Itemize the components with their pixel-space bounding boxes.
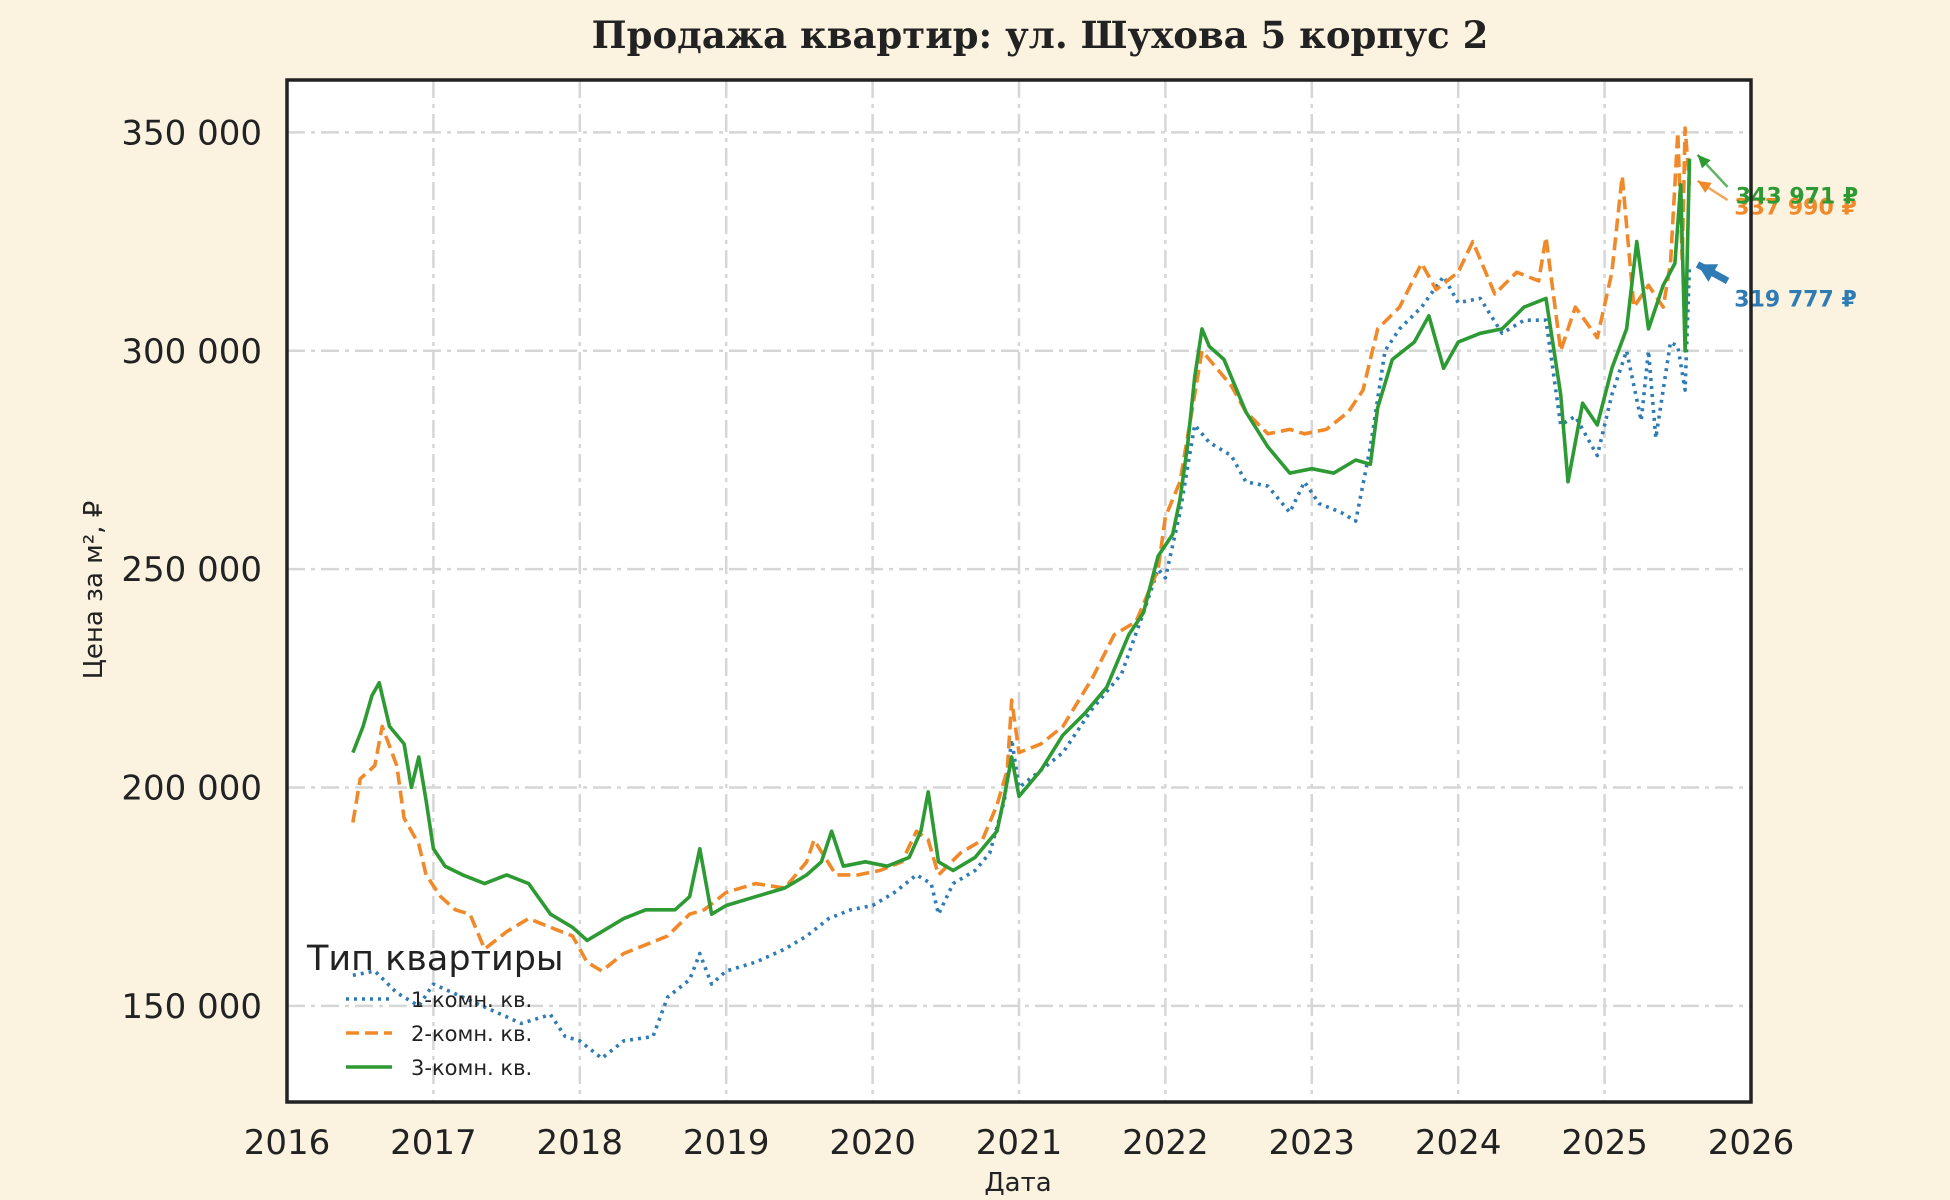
y-tick-label: 150 000 bbox=[121, 987, 262, 1027]
chart-title: Продажа квартир: ул. Шухова 5 корпус 2 bbox=[592, 13, 1489, 57]
annotation-arrowhead bbox=[1697, 180, 1712, 193]
legend: Тип квартиры 1-комн. кв. 2-комн. кв. 3-ком… bbox=[306, 939, 564, 1080]
y-axis-ticks: 150 000 200 000 250 000 300 000 350 000 bbox=[121, 113, 262, 1027]
annotation-label: 343 971 ₽ bbox=[1736, 185, 1858, 210]
annotation-label: 337 990 ₽ bbox=[1734, 196, 1856, 221]
x-tick-label: 2026 bbox=[1708, 1123, 1795, 1163]
y-tick-label: 200 000 bbox=[121, 769, 262, 809]
legend-item: 2-комн. кв. bbox=[411, 1022, 532, 1046]
x-tick-label: 2024 bbox=[1415, 1123, 1502, 1163]
x-tick-label: 2025 bbox=[1561, 1123, 1648, 1163]
y-axis-label: Цена за м², ₽ bbox=[79, 501, 109, 680]
x-tick-label: 2023 bbox=[1269, 1123, 1356, 1163]
legend-title: Тип квартиры bbox=[306, 939, 564, 979]
annotation-layer: 319 777 ₽ 337 990 ₽343 971 ₽ bbox=[1695, 153, 1858, 312]
annotation-arrowhead bbox=[1697, 154, 1711, 169]
legend-item: 1-комн. кв. bbox=[411, 988, 532, 1012]
y-tick-label: 300 000 bbox=[121, 332, 262, 372]
plot-frame bbox=[285, 78, 1753, 1104]
x-axis-label: Дата bbox=[984, 1168, 1051, 1198]
series-line-2k bbox=[351, 126, 1692, 973]
series-layer bbox=[351, 126, 1692, 1061]
x-tick-label: 2018 bbox=[537, 1123, 624, 1163]
x-tick-label: 2019 bbox=[683, 1123, 770, 1163]
x-axis-ticks: 2016 2017 2018 2019 2020 2021 2022 2023 2024 2025… bbox=[244, 1123, 1795, 1163]
x-tick-label: 2022 bbox=[1122, 1123, 1209, 1163]
x-tick-label: 2017 bbox=[390, 1123, 477, 1163]
series-line-1k bbox=[352, 264, 1692, 1061]
x-tick-label: 2016 bbox=[244, 1123, 331, 1163]
annotation-arrowhead bbox=[1697, 264, 1719, 282]
x-tick-label: 2021 bbox=[976, 1123, 1063, 1163]
y-tick-label: 250 000 bbox=[121, 550, 262, 590]
legend-item: 3-комн. кв. bbox=[411, 1056, 532, 1080]
x-tick-label: 2020 bbox=[829, 1123, 916, 1163]
y-tick-label: 350 000 bbox=[121, 113, 262, 153]
annotation-label: 319 777 ₽ bbox=[1734, 287, 1856, 312]
series-line-3k bbox=[351, 158, 1692, 943]
